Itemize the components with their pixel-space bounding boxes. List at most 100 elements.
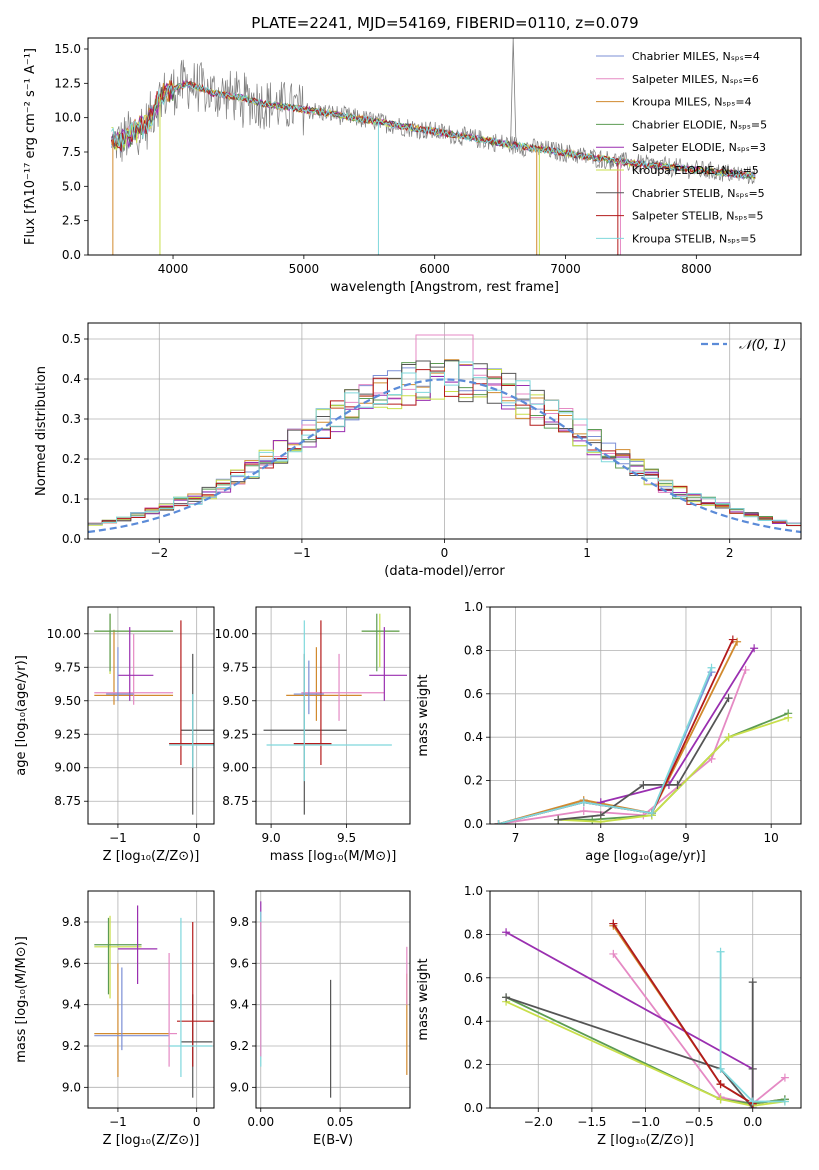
mass-weight-marker [707,754,716,763]
legend-label: Chabrier STELIB, Nₛₚₛ=5 [632,187,765,200]
y-tick-label: 9.75 [222,660,249,674]
x-tick-label: 0.05 [327,1115,354,1129]
y-tick-label: 1.0 [464,884,483,898]
mass-weight-marker [748,1064,757,1073]
axes-frame [255,606,411,825]
mass-weight-series [498,667,713,824]
mass-weight-marker [707,663,716,672]
y-tick-label: 7.5 [62,145,81,159]
mass-weight-marker [750,644,759,653]
y-tick-label: 0.0 [464,1101,483,1115]
mass-weight-marker [716,1064,725,1073]
y-tick-label: 8.75 [222,794,249,808]
y-tick-label: 9.25 [54,727,81,741]
plot-area [260,901,408,1098]
mass-weight-marker [579,798,588,807]
y-tick-label: 0.8 [464,927,483,941]
model-spectrum [111,80,756,179]
plot-area [502,919,789,1108]
mass-weight-marker [502,993,511,1002]
panel-age-vs-mass: 9.0 9.5 8.75 9.00 9.25 9.50 9.75 10.00 mass [log… [215,606,411,864]
x-tick-label: 0.0 [743,1115,762,1129]
x-tick-label: 7 [512,831,520,845]
mass-weight-marker [716,1080,725,1089]
y-tick-label: 2.5 [62,214,81,228]
mass-weight-series [498,641,738,824]
y-tick-label: 0.4 [62,372,81,386]
x-tick-label: 0 [441,546,449,560]
legend-label: Salpeter MILES, Nₛₚₛ=6 [632,73,759,86]
mass-weight-marker [639,780,648,789]
mass-weight-series [719,951,785,1103]
y-tick-label: 8.75 [54,794,81,808]
y-tick-label: 5.0 [62,179,81,193]
x-tick-label: 5000 [289,262,320,276]
legend-label: Salpeter ELODIE, Nₛₚₛ=3 [632,141,766,154]
mass-weight-marker [494,820,503,824]
x-tick-label: 6000 [419,262,450,276]
legend-label: Kroupa ELODIE, Nₛₚₛ=5 [632,164,759,177]
y-tick-label: 9.6 [230,956,249,970]
plot-area [111,38,756,255]
y-tick-label: 12.5 [54,76,81,90]
x-axis-label: wavelength [Angstrom, rest frame] [330,280,559,295]
mass-weight-marker [784,713,793,722]
x-tick-label: 0 [193,831,201,845]
panel-spectrum: 4000 5000 6000 7000 8000 0.0 2.5 5.0 7.5 10.0 12.5… [23,37,802,295]
model-spectrum [111,81,756,179]
panel-mass-vs-E(B-V): 0.00 0.05 9.0 9.2 9.4 9.6 9.8 E(B-V) [230,890,411,1148]
y-tick-label: 0.6 [464,971,483,985]
mass-weight-marker [716,1095,725,1104]
x-tick-label: 8 [597,831,605,845]
y-tick-label: 0.0 [62,248,81,262]
mass-weight-marker [609,949,618,958]
x-axis-label: (data-model)/error [384,564,505,579]
axes-frame [489,890,802,1109]
axes-frame [87,322,802,540]
legend-label: Chabrier MILES, Nₛₚₛ=4 [632,50,760,63]
y-tick-label: 9.50 [54,694,81,708]
mass-weight-marker [554,815,563,824]
y-tick-label: 0.0 [62,532,81,546]
y-tick-label: 0.2 [464,774,483,788]
y-tick-label: 9.75 [54,660,81,674]
sky-line [510,38,517,146]
x-tick-label: 1 [583,546,591,560]
histogram-series [88,360,801,526]
mass-weight-marker [724,694,733,703]
y-tick-label: 0.3 [62,412,81,426]
panel-mass-vs-Z: −1 0 9.0 9.2 9.4 9.6 9.8 Z [log₁₀(Z/Z⊙)] mass [l… [14,890,215,1148]
axes-frame [255,890,411,1109]
x-tick-label: −2 [150,546,168,560]
mass-weight-series [505,982,754,1108]
mass-weight-marker [780,1073,789,1082]
mass-weight-marker [748,1097,757,1106]
x-tick-label: 10 [764,831,779,845]
panel-age-vs-Z: −1 0 8.75 9.00 9.25 9.50 9.75 10.00 Z [log₁₀(Z/Z… [14,606,215,864]
y-tick-label: 15.0 [54,42,81,56]
y-tick-label: 9.6 [62,956,81,970]
x-axis-label: mass [log₁₀(M/M⊙)] [270,849,397,864]
x-tick-label: −2.0 [524,1115,553,1129]
y-tick-label: 9.25 [222,727,249,741]
legend-label: Kroupa STELIB, Nₛₚₛ=5 [632,232,756,245]
axes-frame [87,37,802,256]
x-tick-label: 0 [193,1115,201,1129]
axes-frame [489,606,802,825]
x-axis-label: age [log₁₀(age/yr)] [585,849,706,864]
mass-weight-marker [647,809,656,818]
y-tick-label: 9.8 [230,915,249,929]
mass-weight-marker [733,637,742,646]
y-tick-label: 9.0 [230,1080,249,1094]
y-tick-label: 9.50 [222,694,249,708]
y-tick-label: 1.0 [464,600,483,614]
x-tick-label: 7000 [550,262,581,276]
axes-frame [87,606,215,825]
x-tick-label: −1.0 [631,1115,660,1129]
y-axis-label: Flux [fλ10⁻¹⁷ erg cm⁻² s⁻¹ A⁻¹] [23,48,38,245]
mass-weight-marker [741,665,750,674]
x-tick-label: 0.00 [247,1115,274,1129]
plot-area [94,613,214,815]
mass-weight-marker [673,780,682,789]
